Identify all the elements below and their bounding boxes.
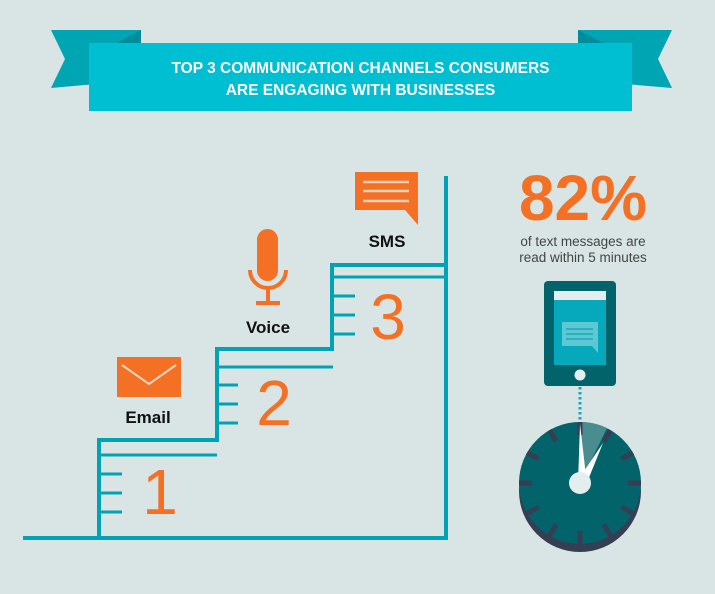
clock-tick [525,504,540,516]
stat-caption: of text messages are read within 5 minute… [519,234,647,265]
step-label-email: Email [125,408,171,427]
step-rank-2: 2 [256,367,292,439]
chat-bubble-icon [355,172,418,225]
banner-body [89,43,632,111]
smartphone-icon [544,281,616,386]
clock-tick [547,428,559,443]
clock-tick [601,523,613,538]
clock-tick [620,504,635,516]
clock-tick [547,523,559,538]
stat-value: 82% [518,162,648,234]
envelope-icon [117,357,181,397]
step-label-voice: Voice [245,318,291,337]
staircase [23,176,448,540]
microphone-icon [248,229,288,305]
clock-icon [519,421,641,552]
clock-tick [601,428,613,443]
title-banner [51,30,672,111]
clock-tick [620,450,635,462]
banner-title: TOP 3 COMMUNICATION CHANNELS CONSUMERS AR… [171,60,550,99]
clock-tick [525,450,540,462]
step-label-sms: SMS [368,232,406,251]
step-rank-3: 3 [370,281,406,353]
step-rank-1: 1 [142,456,178,528]
